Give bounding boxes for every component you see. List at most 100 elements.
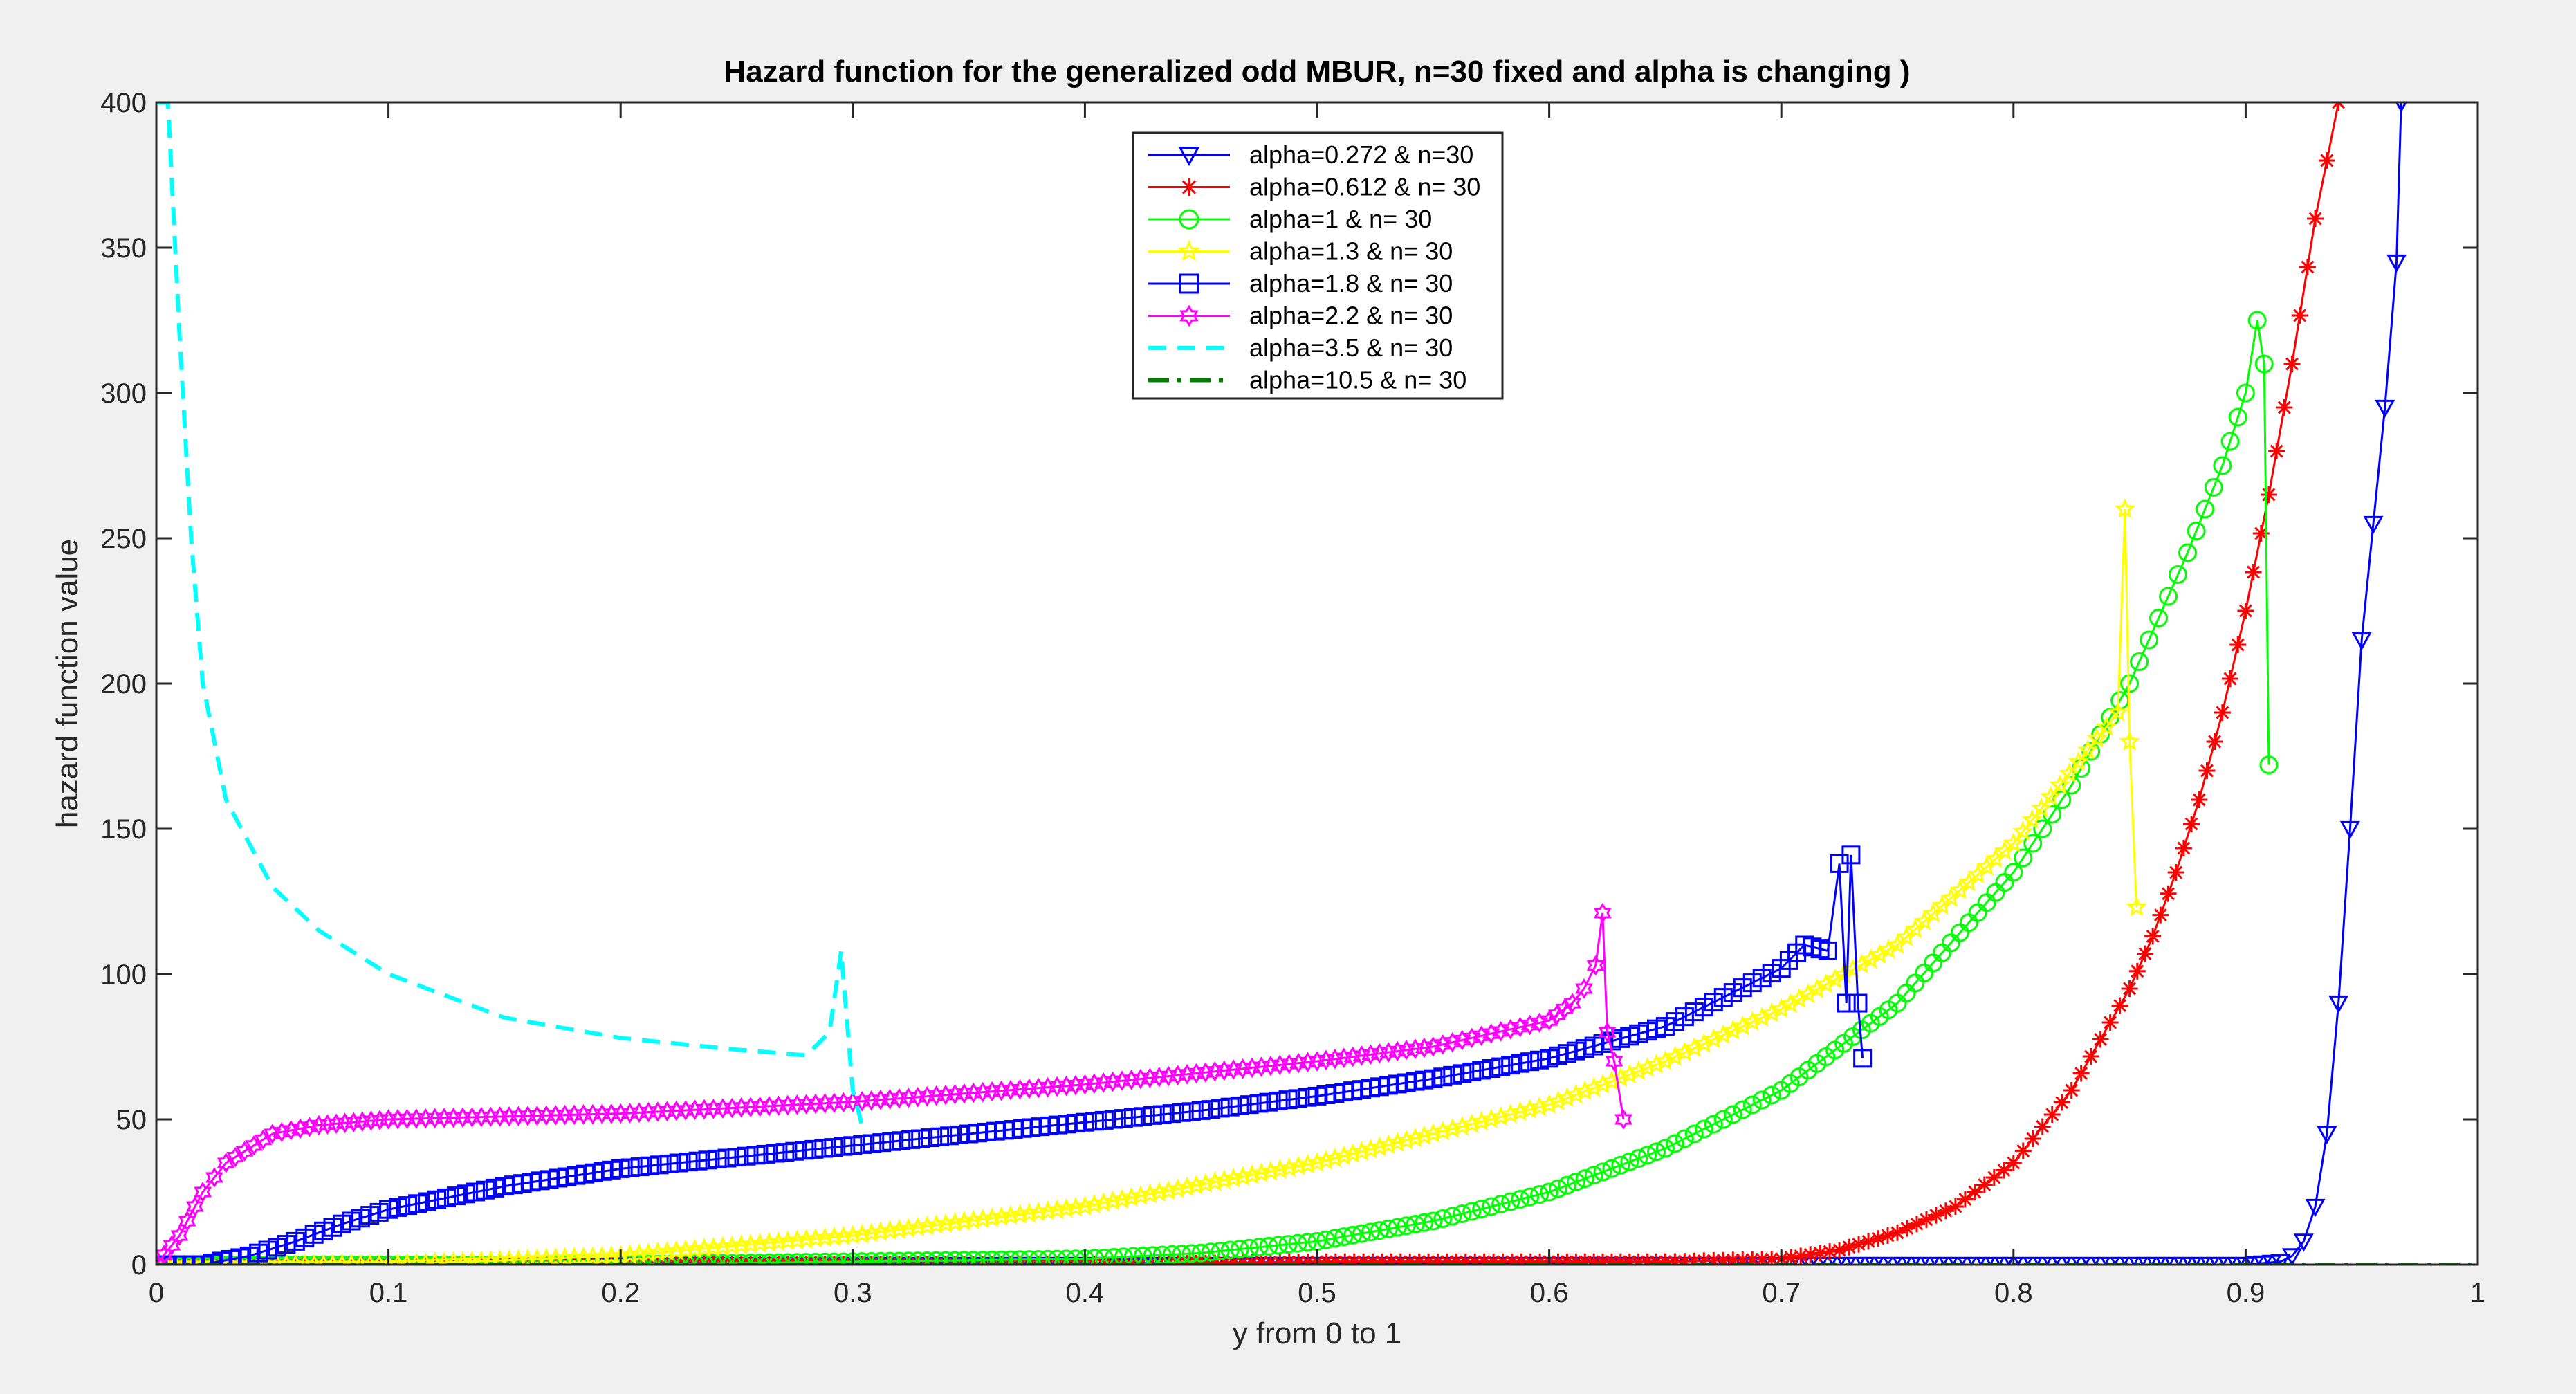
data-point — [1966, 1184, 1983, 1200]
legend-entry: alpha=0.272 & n=30 — [1148, 140, 1473, 169]
data-point — [1752, 969, 1772, 988]
data-point — [1370, 1043, 1389, 1064]
data-point — [1215, 1060, 1233, 1081]
data-point — [778, 1253, 798, 1265]
data-point — [1540, 1182, 1559, 1202]
data-point — [2299, 259, 2316, 275]
data-point — [1657, 1253, 1674, 1265]
data-point — [178, 1211, 196, 1231]
data-point — [1334, 1047, 1353, 1068]
data-point — [362, 1110, 380, 1131]
data-point — [1860, 1233, 1877, 1250]
data-point — [1889, 1224, 1906, 1241]
data-point — [1453, 1204, 1472, 1223]
data-point — [1558, 1253, 1576, 1265]
data-point — [2198, 762, 2216, 779]
data-point — [727, 1148, 746, 1167]
data-point — [698, 1150, 717, 1170]
data-point — [245, 1135, 263, 1156]
data-point — [2053, 1094, 2070, 1111]
data-point — [1754, 1251, 1771, 1265]
data-point — [1085, 1249, 1104, 1265]
data-point — [2276, 399, 2293, 416]
data-point — [1345, 1253, 1363, 1265]
data-point — [879, 1220, 901, 1240]
data-point — [1298, 1052, 1317, 1073]
data-point — [1433, 1067, 1453, 1087]
data-point — [1334, 1227, 1354, 1247]
data-point — [1010, 1250, 1029, 1265]
data-point — [2247, 311, 2267, 330]
data-point — [1288, 1089, 1307, 1108]
data-point — [1494, 1253, 1511, 1265]
data-point — [1342, 1143, 1363, 1163]
legend: alpha=0.272 & n=30 alpha=0.612 & n= 30 alp… — [1132, 131, 1504, 400]
data-point — [1269, 1236, 1288, 1255]
data-point — [964, 1251, 983, 1265]
data-point — [2386, 254, 2407, 273]
data-point — [2136, 945, 2153, 962]
data-point — [963, 1209, 984, 1230]
data-point — [2119, 731, 2140, 751]
data-point — [1230, 1096, 1249, 1115]
data-point — [1278, 1235, 1298, 1254]
data-point — [940, 1126, 959, 1146]
data-point — [1837, 993, 1856, 1013]
data-point — [1373, 1253, 1390, 1265]
data-point — [2095, 716, 2117, 736]
data-point — [2259, 755, 2279, 775]
y-tick-label: 350 — [100, 233, 147, 264]
data-point — [1792, 1247, 1810, 1265]
data-point — [205, 1167, 223, 1188]
data-point — [1976, 1176, 1993, 1193]
data-point — [1457, 1253, 1474, 1265]
data-point — [2167, 864, 2184, 881]
data-point — [2030, 797, 2052, 818]
data-point — [2081, 1256, 2101, 1265]
data-point — [1848, 993, 1868, 1013]
data-point — [1167, 1177, 1188, 1198]
x-tick-label: 0.8 — [1994, 1278, 2033, 1308]
data-point — [1201, 1242, 1220, 1262]
data-point — [795, 1141, 814, 1160]
data-point — [2042, 1256, 2063, 1265]
data-point — [1029, 1249, 1048, 1265]
data-point — [2111, 997, 2128, 1014]
data-point — [475, 1180, 495, 1200]
data-point — [1074, 1195, 1096, 1216]
data-point — [861, 1222, 882, 1242]
x-tick-label: 0.7 — [1762, 1278, 1801, 1308]
legend-box — [1132, 131, 1504, 400]
data-point — [1278, 1090, 1298, 1110]
data-point — [1333, 1145, 1354, 1166]
data-point — [1206, 1061, 1224, 1082]
data-point — [2092, 1031, 2109, 1048]
series-4 — [156, 498, 2147, 1265]
data-point — [1057, 1249, 1076, 1265]
data-point — [1132, 1068, 1150, 1090]
data-point — [1531, 1253, 1549, 1265]
legend-marker — [1177, 239, 1201, 262]
data-point — [1075, 1112, 1094, 1132]
data-point — [490, 1255, 510, 1265]
data-point — [898, 1218, 919, 1238]
data-point — [1540, 1010, 1558, 1031]
legend-entry: alpha=1 & n= 30 — [1148, 205, 1432, 233]
data-point — [1511, 1016, 1529, 1038]
legend-entry: alpha=2.2 & n= 30 — [1148, 302, 1453, 330]
data-point — [1593, 1162, 1612, 1182]
data-point — [1355, 1253, 1372, 1265]
data-point — [1388, 1218, 1407, 1237]
data-point — [852, 1223, 873, 1244]
data-point — [760, 1253, 779, 1265]
data-point — [2254, 354, 2274, 374]
data-point — [1762, 1085, 1781, 1105]
data-point — [1491, 1195, 1511, 1213]
data-point — [1324, 1147, 1345, 1168]
data-point — [1462, 1062, 1482, 1081]
data-point — [1424, 1036, 1442, 1057]
data-point — [1395, 1129, 1417, 1150]
data-point — [816, 1252, 835, 1265]
data-point — [992, 1250, 1011, 1265]
data-point — [907, 1216, 928, 1237]
